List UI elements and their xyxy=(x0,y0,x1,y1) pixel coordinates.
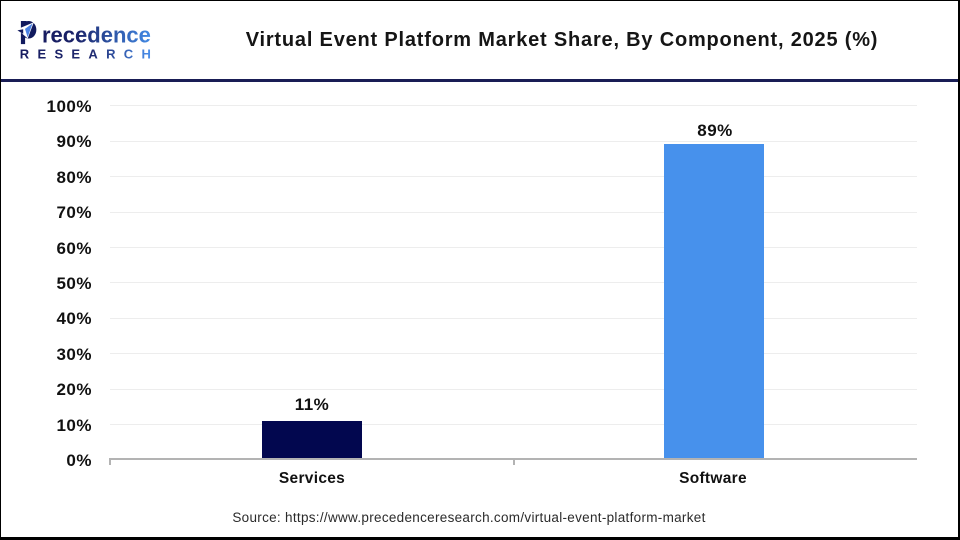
svg-text:RESEARCH: RESEARCH xyxy=(20,47,159,62)
svg-text:recedence: recedence xyxy=(42,23,151,48)
